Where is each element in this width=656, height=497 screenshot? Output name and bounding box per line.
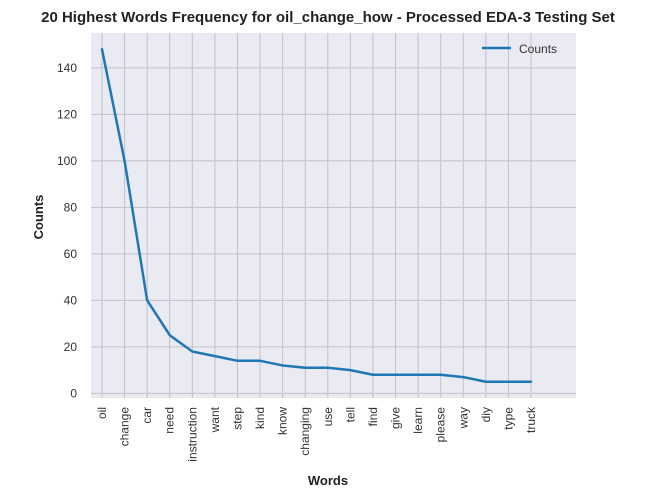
- x-axis-ticks: oil change car need instruction want step kind k…: [95, 406, 538, 462]
- plot-area: [91, 33, 576, 398]
- y-tick-label: 20: [64, 340, 78, 354]
- y-tick-label: 80: [64, 200, 78, 214]
- y-axis-label: Counts: [31, 195, 46, 240]
- chart-title: 20 Highest Words Frequency for oil_chang…: [41, 9, 615, 26]
- y-tick-label: 120: [57, 107, 77, 121]
- x-tick-label: need: [163, 407, 177, 434]
- x-tick-label: learn: [411, 407, 425, 434]
- y-tick-label: 100: [57, 154, 77, 168]
- x-tick-label: way: [456, 407, 470, 429]
- x-tick-label: step: [230, 407, 244, 430]
- y-tick-label: 0: [70, 386, 77, 400]
- x-tick-label: know: [276, 407, 290, 435]
- x-tick-label: truck: [524, 406, 538, 433]
- x-tick-label: type: [501, 407, 515, 430]
- x-tick-label: please: [434, 407, 448, 443]
- x-tick-label: oil: [95, 407, 109, 419]
- x-tick-label: diy: [479, 407, 493, 422]
- y-tick-label: 60: [64, 247, 78, 261]
- x-tick-label: kind: [253, 407, 267, 429]
- legend-label: Counts: [519, 42, 557, 56]
- y-axis-ticks: 0 20 40 60 80 100 120 140: [57, 61, 77, 400]
- x-tick-label: tell: [343, 407, 357, 422]
- x-tick-label: instruction: [185, 407, 199, 462]
- legend: Counts: [482, 42, 557, 56]
- x-tick-label: give: [389, 407, 403, 429]
- x-tick-label: changing: [298, 407, 312, 456]
- x-tick-label: car: [140, 407, 154, 424]
- series-line-counts: [100, 48, 533, 383]
- y-tick-label: 140: [57, 61, 77, 75]
- x-tick-label: use: [321, 407, 335, 427]
- x-tick-label: change: [118, 407, 132, 447]
- x-axis-label: Words: [308, 473, 348, 488]
- x-tick-label: want: [208, 406, 222, 433]
- x-tick-label: find: [366, 407, 380, 426]
- y-tick-label: 40: [64, 293, 78, 307]
- grid-lines: [91, 33, 576, 398]
- series-layer: [100, 48, 533, 383]
